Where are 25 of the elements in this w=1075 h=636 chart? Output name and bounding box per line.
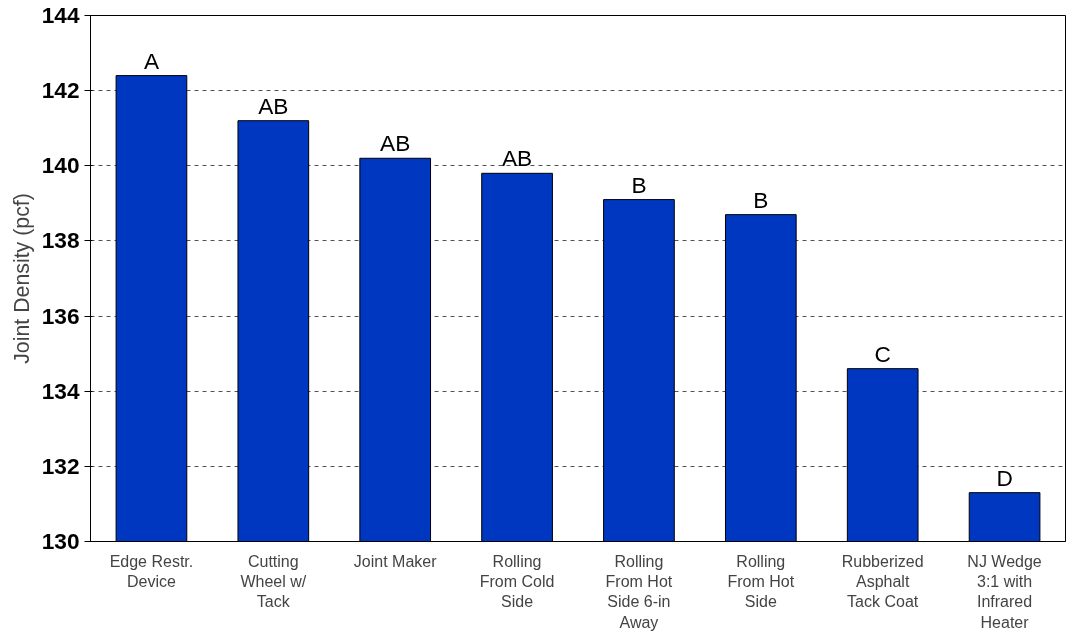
annotation: AB [258,92,289,119]
annotation: D [996,464,1013,491]
x-tick-label: Cutting Wheel w/ Tack [240,552,307,611]
y-axis-title: Joint Density (pcf) [9,193,34,364]
y-tick-label: 140 [41,152,80,179]
y-tick-label: 136 [41,302,80,329]
annotation: AB [501,145,533,172]
y-tick-label: 132 [41,452,80,479]
x-tick-label: Joint Maker [353,552,438,570]
y-tick-label: 130 [41,528,80,554]
x-tick-label: Rolling From Cold Side [479,552,555,611]
annotation: C [874,340,891,367]
x-tick-label: Rubberized Asphalt Tack Coat [841,552,924,611]
y-tick-label: 134 [41,377,80,404]
annotation: B [753,186,769,213]
annotation: B [631,171,647,198]
y-tick-label: 138 [41,227,80,254]
y-tick-label: 144 [41,2,80,28]
annotation: AB [380,130,411,157]
y-tick-label: 142 [41,77,80,104]
x-tick-label: Edge Restr. Device [109,552,194,590]
x-tick-label: NJ Wedge 3:1 with Infrared Heater [967,552,1042,631]
x-tick-label: Rolling From Hot Side 6-in Away [605,552,673,631]
x-tick-label: Rolling From Hot Side [727,552,795,611]
annotation: A [143,47,160,74]
